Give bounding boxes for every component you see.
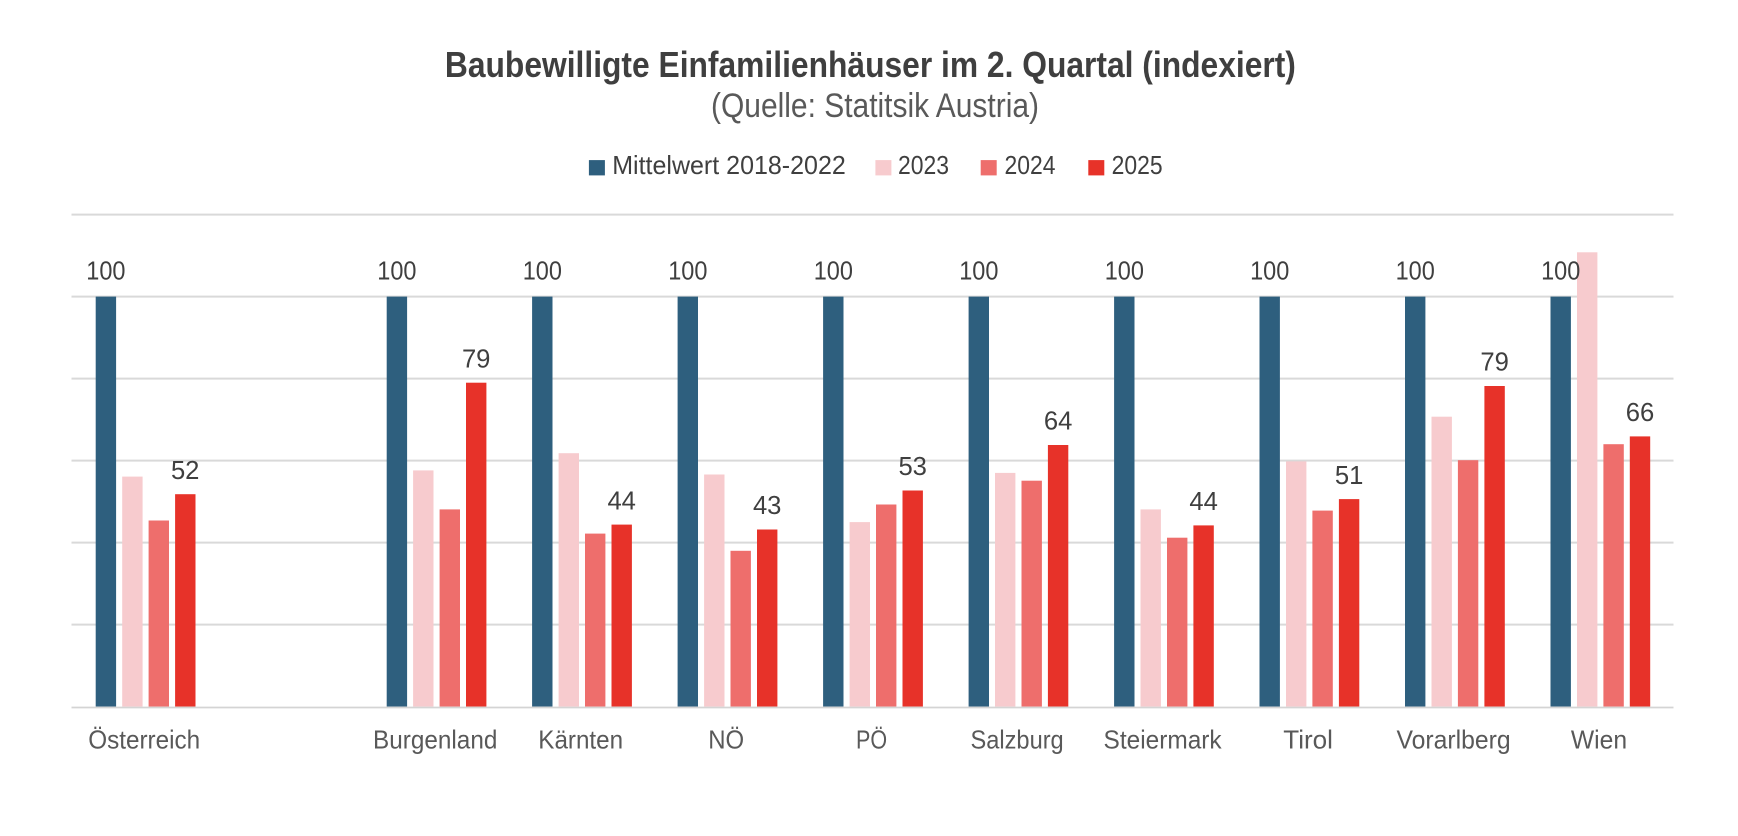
svg-text:52: 52: [171, 455, 200, 485]
svg-text:51: 51: [1335, 460, 1364, 490]
svg-text:100: 100: [668, 255, 707, 285]
svg-text:100: 100: [1105, 255, 1144, 285]
svg-text:NÖ: NÖ: [708, 725, 744, 755]
svg-text:53: 53: [898, 451, 927, 481]
svg-text:Mittelwert 2018-2022: Mittelwert 2018-2022: [612, 150, 846, 180]
svg-text:66: 66: [1626, 397, 1655, 427]
svg-text:44: 44: [607, 485, 636, 515]
svg-text:100: 100: [959, 255, 998, 285]
svg-text:100: 100: [523, 255, 562, 285]
svg-text:100: 100: [1250, 255, 1289, 285]
svg-text:100: 100: [814, 255, 853, 285]
svg-text:79: 79: [1480, 347, 1509, 377]
svg-text:Vorarlberg: Vorarlberg: [1397, 725, 1511, 755]
svg-text:100: 100: [1396, 255, 1435, 285]
svg-text:44: 44: [1189, 486, 1218, 516]
svg-text:43: 43: [753, 490, 782, 520]
svg-text:Baubewilligte Einfamilienhäuse: Baubewilligte Einfamilienhäuser im 2. Qu…: [445, 44, 1296, 85]
svg-text:2024: 2024: [1005, 150, 1056, 180]
svg-text:Wien: Wien: [1571, 725, 1627, 755]
svg-text:Steiermark: Steiermark: [1104, 725, 1223, 755]
svg-text:2025: 2025: [1112, 150, 1163, 180]
svg-text:Kärnten: Kärnten: [538, 725, 623, 755]
svg-text:Salzburg: Salzburg: [971, 725, 1064, 755]
svg-text:Tirol: Tirol: [1283, 725, 1333, 755]
svg-text:Burgenland: Burgenland: [373, 725, 497, 755]
svg-text:100: 100: [86, 255, 125, 285]
svg-text:Österreich: Österreich: [88, 725, 200, 755]
svg-text:64: 64: [1044, 406, 1073, 436]
svg-text:PÖ: PÖ: [856, 725, 887, 755]
svg-text:2023: 2023: [898, 150, 949, 180]
svg-text:100: 100: [377, 255, 416, 285]
svg-text:(Quelle: Statitsik Austria): (Quelle: Statitsik Austria): [711, 87, 1039, 125]
svg-text:100: 100: [1541, 255, 1580, 285]
svg-text:79: 79: [462, 343, 491, 373]
